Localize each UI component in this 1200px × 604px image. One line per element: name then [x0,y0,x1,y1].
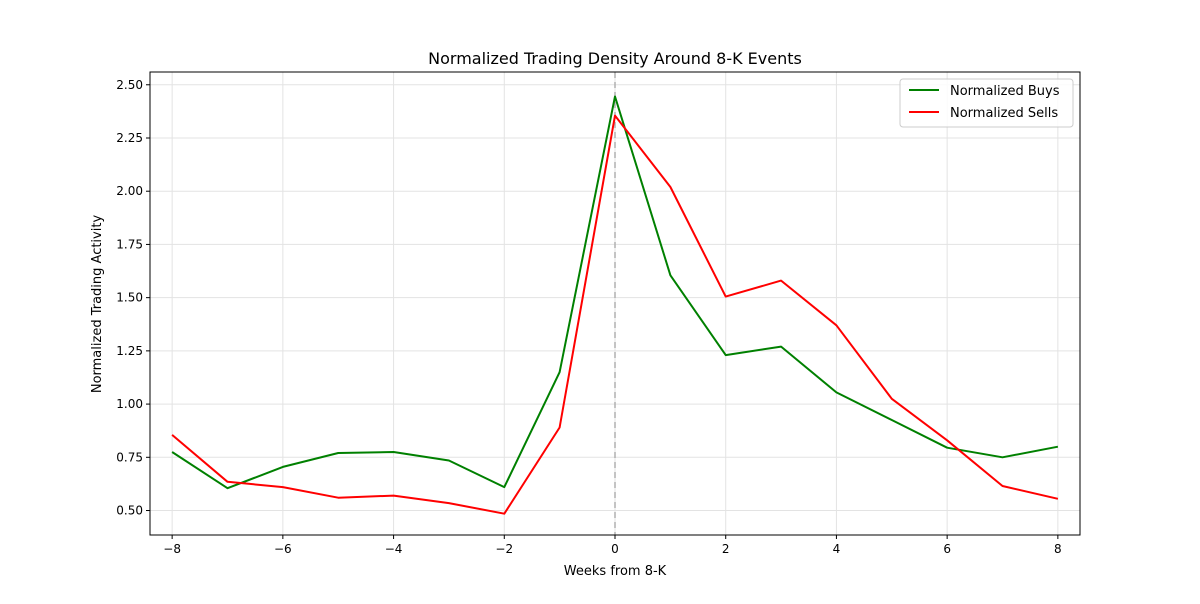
legend: Normalized Buys Normalized Sells [899,78,1074,128]
x-axis: −8 −6 −4 −2 0 2 4 6 8 [163,535,1062,556]
y-tick-label: 1.00 [116,397,143,411]
y-tick-label: 1.50 [116,291,143,305]
chart-title: Normalized Trading Density Around 8-K Ev… [428,49,802,68]
legend-box [899,78,1074,128]
x-tick-label: 8 [1054,542,1062,556]
legend-label-sells: Normalized Sells [950,106,1058,121]
x-tick-label: 4 [833,542,841,556]
x-tick-label: −8 [163,542,181,556]
x-tick-label: −2 [495,542,513,556]
series-line-buys [171,95,1059,490]
x-axis-label: Weeks from 8-K [564,564,667,579]
y-tick-label: 1.25 [116,344,143,358]
y-tick-label: 2.25 [116,131,143,145]
y-tick-label: 0.75 [116,450,143,464]
y-tick-label: 2.00 [116,184,143,198]
series-line-sells [171,114,1059,515]
x-tick-label: 0 [611,542,619,556]
y-axis: 0.50 0.75 1.00 1.25 1.50 1.75 2.00 2.25 2.50 [116,78,150,518]
x-tick-label: 2 [722,542,730,556]
x-tick-label: −6 [274,542,292,556]
y-axis-label: Normalized Trading Activity [90,215,105,394]
y-tick-label: 0.50 [116,504,143,518]
legend-label-buys: Normalized Buys [950,84,1060,99]
y-tick-label: 2.50 [116,78,143,92]
series-lines [171,95,1059,515]
x-tick-label: −4 [385,542,403,556]
y-tick-label: 1.75 [116,237,143,251]
x-tick-label: 6 [943,542,951,556]
